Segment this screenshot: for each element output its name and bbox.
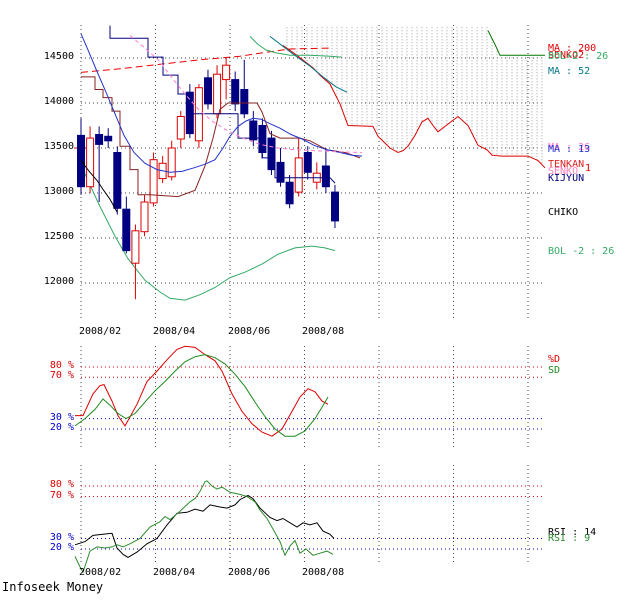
line-senko-span-1 <box>487 30 545 56</box>
x-axis-tick: 2008/04 <box>153 326 196 337</box>
candle-body <box>303 152 312 173</box>
y-axis-tick: 14000 <box>43 96 74 107</box>
y-axis-tick: 13000 <box>43 186 74 197</box>
rsi-pct-label: 80 % <box>49 479 74 490</box>
candle-body <box>113 152 122 209</box>
candle-body <box>176 116 185 140</box>
label-senko1-num: 1 <box>585 163 592 174</box>
label-bol-plus2: BOL+2 : 26 <box>548 51 609 62</box>
candle-body <box>77 134 85 188</box>
y-axis-tick: 12500 <box>43 231 74 242</box>
candle-body <box>267 137 276 171</box>
rsi-pct-label: 20 % <box>49 542 74 553</box>
label-chiko: CHIKO <box>548 207 579 218</box>
watermark: Infoseek Money <box>2 580 104 594</box>
label-tenkan: TENKAN <box>548 159 585 170</box>
line-ma-200 <box>80 47 331 73</box>
candle-body <box>149 159 158 204</box>
line-rsi-14 <box>74 494 335 558</box>
label-bol-minus2: BOL -2 : 26 <box>548 246 615 257</box>
label-ma200: MA : 200 <box>548 43 597 54</box>
stoch-pct-label: 30 % <box>49 411 74 423</box>
candle-body <box>185 91 194 135</box>
line-ma-26 <box>129 35 363 153</box>
line-ma-52 <box>269 36 348 93</box>
candle-body <box>331 191 339 222</box>
rsi-pct-label: 30 % <box>49 531 74 543</box>
y-axis-tick: 14500 <box>43 51 74 62</box>
y-axis-tick: 12000 <box>43 276 74 287</box>
line-chiko <box>80 159 118 213</box>
x-axis-tick: 2008/06 <box>228 567 271 578</box>
candle-body <box>285 181 294 205</box>
line-ma-13 <box>80 33 363 173</box>
candle-body <box>140 201 149 233</box>
label-sd: SD <box>548 365 561 376</box>
candle-body <box>231 79 240 105</box>
candle-body <box>321 165 330 188</box>
label-kijyun: KIJYUN <box>548 173 585 184</box>
line-sd <box>74 354 329 437</box>
candles <box>77 57 339 300</box>
candle-body <box>167 147 176 178</box>
line-tenkan <box>81 76 361 198</box>
stoch-pct-label: 20 % <box>49 421 74 433</box>
x-axis-tick: 2008/08 <box>302 567 345 578</box>
line-bol-minus2 <box>80 147 336 301</box>
label-percent-d: %D <box>548 354 561 365</box>
candle-body <box>276 161 285 183</box>
line-percent-d <box>75 345 329 437</box>
label-ma26: MA : 26 <box>548 142 591 153</box>
stoch-pct-label: 80 % <box>49 360 74 371</box>
stoch-pct-label: 70 % <box>49 370 74 382</box>
label-ma52: MA : 52 <box>548 66 591 77</box>
x-axis-tick: 2008/02 <box>79 567 122 578</box>
candle-body <box>95 134 104 145</box>
candle-body <box>213 73 222 115</box>
line-kijyun <box>109 25 336 184</box>
line-senko-span-2 <box>282 44 546 169</box>
label-rsi14: RSI : 14 <box>548 527 597 538</box>
candle-body <box>240 89 249 115</box>
x-axis-tick: 2008/04 <box>153 567 196 578</box>
candle-body <box>294 157 303 193</box>
line-bol-plus2 <box>249 36 343 58</box>
candle-body <box>249 120 258 141</box>
ichimoku-cloud <box>283 27 545 168</box>
candle-body <box>122 208 131 252</box>
rsi-pct-label: 70 % <box>49 489 74 501</box>
candle-body <box>131 230 140 264</box>
label-senko2: SENKO2 <box>548 50 585 61</box>
label-ma13: MA : 13 <box>548 144 591 155</box>
x-axis-tick: 2008/06 <box>228 326 271 337</box>
label-rsi9: RSI : 9 <box>548 533 591 544</box>
candle-body <box>222 64 231 81</box>
x-axis-tick: 2008/02 <box>79 326 122 337</box>
candle-body <box>86 137 95 188</box>
candle-body <box>104 135 113 142</box>
candle-body <box>204 77 212 105</box>
y-axis-tick: 13500 <box>43 141 74 152</box>
x-axis-tick: 2008/08 <box>302 326 345 337</box>
label-senko1: SENKO <box>548 166 579 177</box>
line-rsi-9 <box>74 480 334 574</box>
